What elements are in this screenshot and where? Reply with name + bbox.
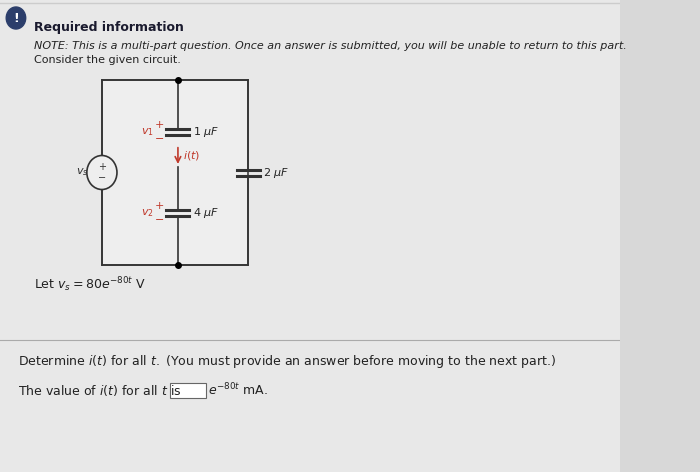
Text: +: +: [98, 161, 106, 171]
Text: Consider the given circuit.: Consider the given circuit.: [34, 55, 181, 65]
Bar: [102, 80, 248, 265]
Text: !: !: [13, 11, 19, 25]
Text: $2\ \mu F$: $2\ \mu F$: [263, 166, 290, 179]
Circle shape: [87, 155, 117, 189]
Text: $i(t)$: $i(t)$: [183, 149, 200, 162]
Circle shape: [6, 7, 26, 29]
Text: $v_1$: $v_1$: [141, 126, 154, 138]
Text: Let $v_s = 80e^{-80t}$ V: Let $v_s = 80e^{-80t}$ V: [34, 276, 146, 295]
Bar: [170, 382, 206, 397]
Text: $v_s$: $v_s$: [76, 167, 89, 178]
Text: −: −: [98, 174, 106, 184]
Text: +: +: [155, 201, 164, 211]
Text: +: +: [155, 120, 164, 130]
Text: $1\ \mu F$: $1\ \mu F$: [193, 125, 219, 139]
Text: Determine $i(t)$ for all $t.$ (You must provide an answer before moving to the n: Determine $i(t)$ for all $t.$ (You must …: [18, 354, 556, 371]
Text: $v_2$: $v_2$: [141, 207, 154, 219]
Text: The value of $i(t)$ for all $t$ is: The value of $i(t)$ for all $t$ is: [18, 382, 181, 397]
Text: −: −: [155, 134, 164, 144]
Text: $e^{-80t}$ mA.: $e^{-80t}$ mA.: [208, 382, 268, 398]
Text: NOTE: This is a multi-part question. Once an answer is submitted, you will be un: NOTE: This is a multi-part question. Onc…: [34, 41, 626, 51]
Text: −: −: [155, 215, 164, 225]
Text: $4\ \mu F$: $4\ \mu F$: [193, 206, 219, 220]
Text: Required information: Required information: [34, 22, 183, 34]
